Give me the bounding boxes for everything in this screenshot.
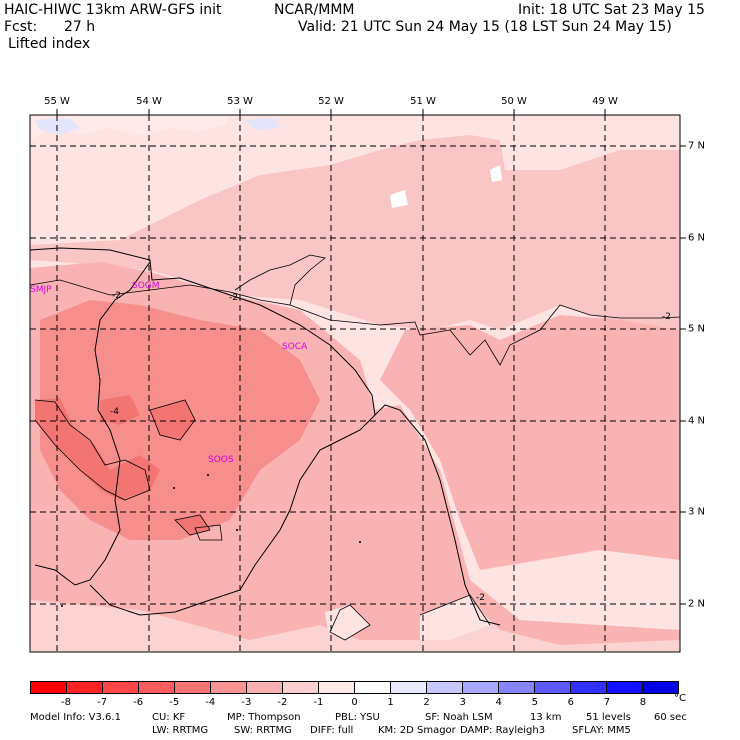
lat-label-3n: 3 N [688, 506, 706, 518]
model-title: HAIC-HIWC 13km ARW-GFS init [4, 2, 222, 18]
white-patch-1 [390, 190, 408, 208]
colorbar-swatch [607, 682, 643, 693]
valid-time: Valid: 21 UTC Sun 24 May 15 (18 LST Sun … [298, 19, 672, 35]
field-name: Lifted index [8, 36, 91, 52]
contour-label: -2 [662, 312, 671, 322]
footer-damp: DAMP: Rayleigh3 [460, 725, 546, 736]
min-index-blob-3 [100, 395, 140, 425]
coastline [29, 247, 501, 626]
near-zero-patch [30, 115, 230, 140]
colorbar-swatch [67, 682, 103, 693]
lon-label-51w: 51 W [410, 96, 436, 107]
colorbar-swatch [103, 682, 139, 693]
colorbar-swatch [355, 682, 391, 693]
min-index-blob-4 [175, 515, 210, 535]
lat-label-5n: 5 N [688, 323, 706, 335]
south-light-band [30, 600, 680, 652]
lat-label-7n: 7 N [688, 140, 706, 152]
colorbar-tick-label: 7 [603, 697, 611, 708]
colorbar-tick-label: -4 [205, 697, 216, 708]
footer-res: 13 km [530, 712, 562, 723]
colorbar-swatch [535, 682, 571, 693]
footer-sf: SF: Noah LSM [425, 712, 493, 723]
lon-label-49w: 49 W [592, 96, 618, 107]
lon-label-55w: 55 W [44, 96, 70, 107]
colorbar-tick-label: -5 [169, 697, 180, 708]
river-mouth-patch [420, 595, 490, 640]
min-index-blob-1 [35, 398, 160, 500]
station-soca: SOCA [282, 342, 308, 352]
colorbar-swatch [283, 682, 319, 693]
colorbar-swatch [499, 682, 535, 693]
colorbar-swatch [391, 682, 427, 693]
footer-pbl: PBL: YSU [335, 712, 380, 723]
lat-label-2n: 2 N [688, 598, 706, 610]
colorbar-tick-label: 8 [639, 697, 647, 708]
colorbar-tick-label: 6 [567, 697, 575, 708]
colorbar-swatch [643, 682, 678, 693]
colorbar-swatch [31, 682, 67, 693]
colorbar-swatch [571, 682, 607, 693]
colorbar-swatch [319, 682, 355, 693]
border-suriname-west [34, 261, 151, 586]
colorbar-tick-label: 0 [351, 697, 358, 708]
footer-model-info: Model Info: V3.6.1 [30, 712, 121, 723]
station-soos: SOOS [208, 455, 234, 465]
colorbar-tick-label: -8 [61, 697, 72, 708]
footer-levels: 51 levels [586, 712, 631, 723]
map-frame [29, 114, 681, 653]
footer-lw: LW: RRTMG [152, 725, 209, 736]
pale-blue-patch-2 [245, 118, 280, 130]
colorbar-swatch [427, 682, 463, 693]
footer-timestep: 60 sec [654, 712, 687, 723]
init-time: Init: 18 UTC Sat 23 May 15 [518, 2, 705, 18]
colorbar-tick-label: 5 [531, 697, 538, 708]
forecast-hours: 27 h [64, 19, 96, 35]
colorbar-swatch [175, 682, 211, 693]
colorbar-tick-label: 1 [387, 697, 394, 708]
lon-label-53w: 53 W [227, 96, 253, 107]
footer-cu: CU: KF [152, 712, 186, 723]
colorbar-swatch [139, 682, 175, 693]
footer-diff: DIFF: full [310, 725, 354, 736]
contour-label: -2 [476, 593, 485, 603]
lon-label-50w: 50 W [501, 96, 527, 107]
station-sogm: SOGM [132, 281, 160, 291]
forecast-label: Fcst: [4, 19, 38, 35]
colorbar-tick-label: 2 [423, 697, 430, 708]
colorbar-tick-label: -3 [241, 697, 252, 708]
colorbar-tick-label: -2 [277, 697, 288, 708]
colorbar-tick-label: -6 [133, 697, 144, 708]
white-patch-2 [490, 165, 502, 182]
colorbar-tick-label: 4 [495, 697, 502, 708]
colorbar-swatch [211, 682, 247, 693]
lat-label-6n: 6 N [688, 232, 706, 244]
colorbar-tick-label: -7 [97, 697, 108, 708]
organization-label: NCAR/MMM [274, 2, 355, 18]
footer-mp: MP: Thompson [227, 712, 301, 723]
station-smjp: SMJP [30, 285, 52, 295]
graticule [30, 115, 680, 652]
contour-label: -4 [110, 407, 119, 417]
contour-label: -2 [229, 293, 238, 303]
contour-label: -2 [112, 291, 121, 301]
colorbar-tick-label: -1 [313, 697, 324, 708]
lon-label-52w: 52 W [318, 96, 344, 107]
colorbar-tick-label: 3 [459, 697, 466, 708]
min-index-blob-2 [150, 400, 195, 440]
lat-label-4n: 4 N [688, 415, 706, 427]
footer-sflay: SFLAY: MM5 [572, 725, 631, 736]
colorbar-swatch [247, 682, 283, 693]
colorbar-swatch [463, 682, 499, 693]
footer-sw: SW: RRTMG [234, 725, 292, 736]
contour-lines [29, 254, 681, 641]
border-suriname-south [89, 414, 376, 616]
moderate-band [30, 135, 680, 330]
lon-label-54w: 54 W [136, 96, 162, 107]
colorbar-unit: °C [674, 693, 686, 704]
footer-km: KM: 2D Smagor [378, 725, 456, 736]
colorbar [30, 681, 679, 694]
